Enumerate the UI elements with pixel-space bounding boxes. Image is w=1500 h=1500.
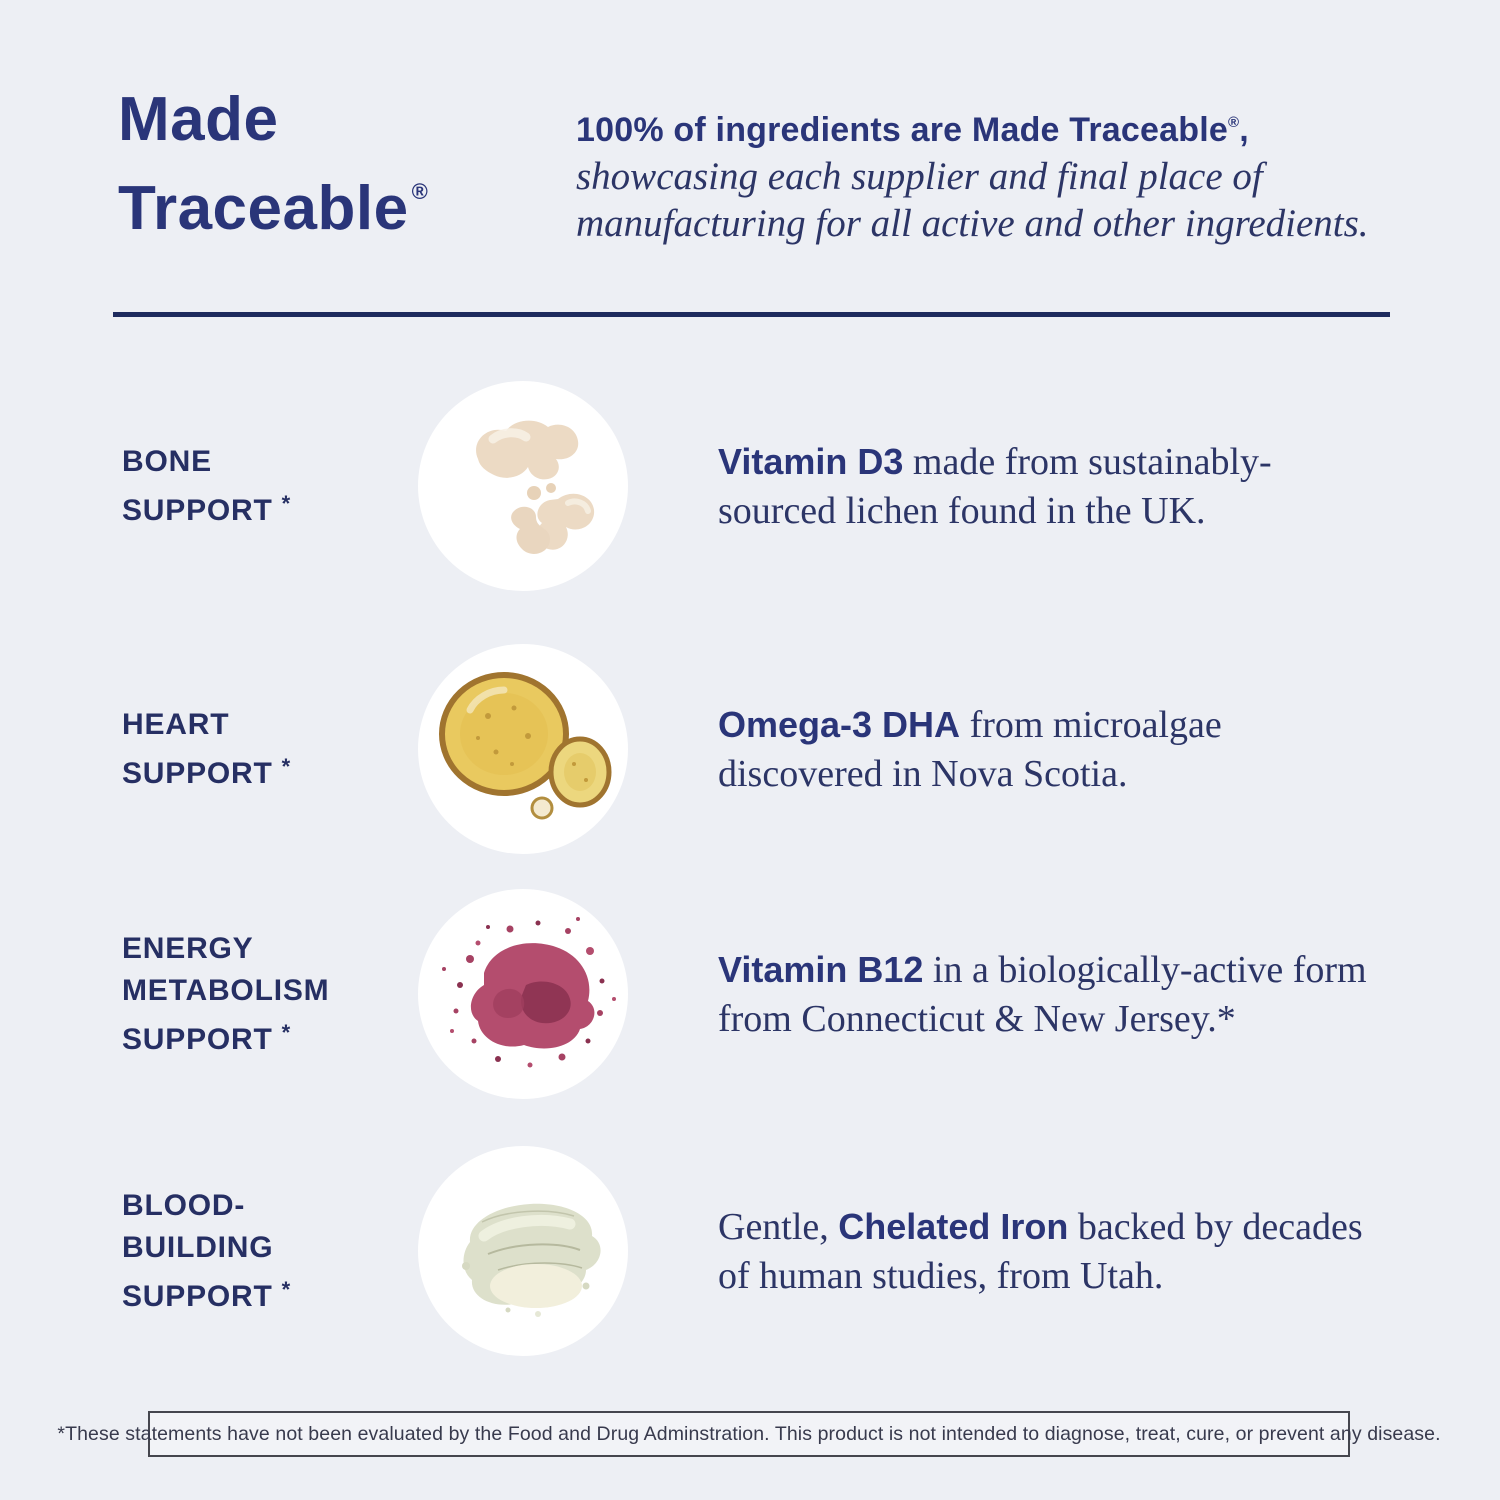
label-text: ENERGY (122, 931, 254, 965)
benefit-label-heart-support: HEART SUPPORT * (122, 704, 412, 795)
intro-subtext-line-2: manufacturing for all active and other i… (576, 202, 1369, 245)
ingredient-image-circle (418, 1146, 628, 1356)
ingredient-row-blood-building-support: BLOOD- BUILDING SUPPORT * Gentle, Chelate… (0, 1145, 1500, 1357)
label-line: SUPPORT * (122, 746, 412, 795)
title-line-2: Traceable (118, 174, 409, 243)
ingredient-description-chelated-iron: Gentle, Chelated Iron backed by decades … (718, 1202, 1368, 1301)
ingredient-description-vitamin-d3: Vitamin D3 made from sustainably-sourced… (718, 437, 1368, 536)
ingredient-image-circle (418, 644, 628, 854)
vitamin-d3-oil-drip-icon (476, 420, 595, 554)
label-line: BONE (122, 441, 412, 483)
label-text: BLOOD- (122, 1188, 246, 1222)
fda-disclaimer-box: *These statements have not been evaluate… (57, 1411, 1441, 1457)
label-line: SUPPORT * (122, 1269, 412, 1318)
vitamin-b12-berry-powder-icon (442, 917, 616, 1068)
label-line: HEART (122, 704, 412, 746)
ingredient-row-energy-metabolism-support: ENERGY METABOLISM SUPPORT * (0, 888, 1500, 1100)
ingredient-image-circle (418, 889, 628, 1099)
asterisk-mark: * (281, 490, 291, 516)
ingredient-description-omega-3: Omega-3 DHA from microalgae discovered i… (718, 700, 1368, 799)
benefit-label-blood-building-support: BLOOD- BUILDING SUPPORT * (122, 1185, 412, 1318)
label-text: SUPPORT (122, 1279, 273, 1313)
asterisk-mark: * (281, 1019, 291, 1045)
intro-subtext-line-1: showcasing each supplier and final place… (576, 155, 1263, 198)
ingredient-description-vitamin-b12: Vitamin B12 in a biologically-active for… (718, 945, 1368, 1044)
omega-3-oil-droplets-icon (439, 672, 612, 820)
ingredient-name: Vitamin B12 (718, 948, 924, 990)
intro-headline: 100% of ingredients are Made Traceable®, (576, 100, 1406, 153)
title-line-1: Made (118, 85, 279, 154)
ingredient-name: Chelated Iron (838, 1205, 1069, 1247)
chelated-iron-cream-smear-icon (462, 1203, 601, 1317)
description-lead: Gentle, (718, 1205, 839, 1248)
page-title: Made Traceable ® (118, 84, 428, 245)
label-line: ENERGY (122, 928, 412, 970)
registered-trademark-icon: ® (411, 179, 429, 204)
label-text: SUPPORT (122, 756, 273, 790)
description-rest: in a biologically-active form from Conne… (718, 948, 1367, 1040)
ingredient-name: Vitamin D3 (718, 440, 904, 482)
registered-trademark-icon: ® (1227, 114, 1240, 131)
ingredient-row-heart-support: HEART SUPPORT * Omega-3 DHA from mic (0, 643, 1500, 855)
label-text: METABOLISM (122, 973, 330, 1007)
intro-text-block: 100% of ingredients are Made Traceable®,… (576, 100, 1406, 247)
description-rest: backed by decades of human studies, from… (718, 1205, 1363, 1297)
asterisk-mark: * (281, 753, 291, 779)
benefit-label-bone-support: BONE SUPPORT * (122, 441, 412, 532)
description-rest: made from sustainably-sourced lichen fou… (718, 440, 1272, 532)
ingredient-name: Omega-3 DHA (718, 703, 961, 745)
intro-headline-text: 100% of ingredients are Made Traceable (576, 111, 1228, 149)
label-line: METABOLISM (122, 970, 412, 1012)
asterisk-mark: * (281, 1276, 291, 1302)
intro-headline-comma: , (1239, 111, 1249, 149)
label-text: BUILDING (122, 1230, 274, 1264)
label-text: HEART (122, 707, 230, 741)
label-text: SUPPORT (122, 1022, 273, 1056)
label-line: SUPPORT * (122, 1012, 412, 1061)
description-rest: from microalgae discovered in Nova Scoti… (718, 703, 1222, 795)
label-line: BLOOD- (122, 1185, 412, 1227)
header-divider-rule (113, 312, 1390, 317)
fda-disclaimer-text: *These statements have not been evaluate… (57, 1422, 1441, 1445)
ingredient-image-circle (418, 381, 628, 591)
label-line: BUILDING (122, 1227, 412, 1269)
label-text: BONE (122, 444, 212, 478)
benefit-label-energy-metabolism-support: ENERGY METABOLISM SUPPORT * (122, 928, 412, 1061)
ingredient-row-bone-support: BONE SUPPORT * Vitamin D3 made from susta… (0, 380, 1500, 592)
label-line: SUPPORT * (122, 483, 412, 532)
label-text: SUPPORT (122, 493, 273, 527)
intro-subtext: showcasing each supplier and final place… (576, 153, 1406, 247)
